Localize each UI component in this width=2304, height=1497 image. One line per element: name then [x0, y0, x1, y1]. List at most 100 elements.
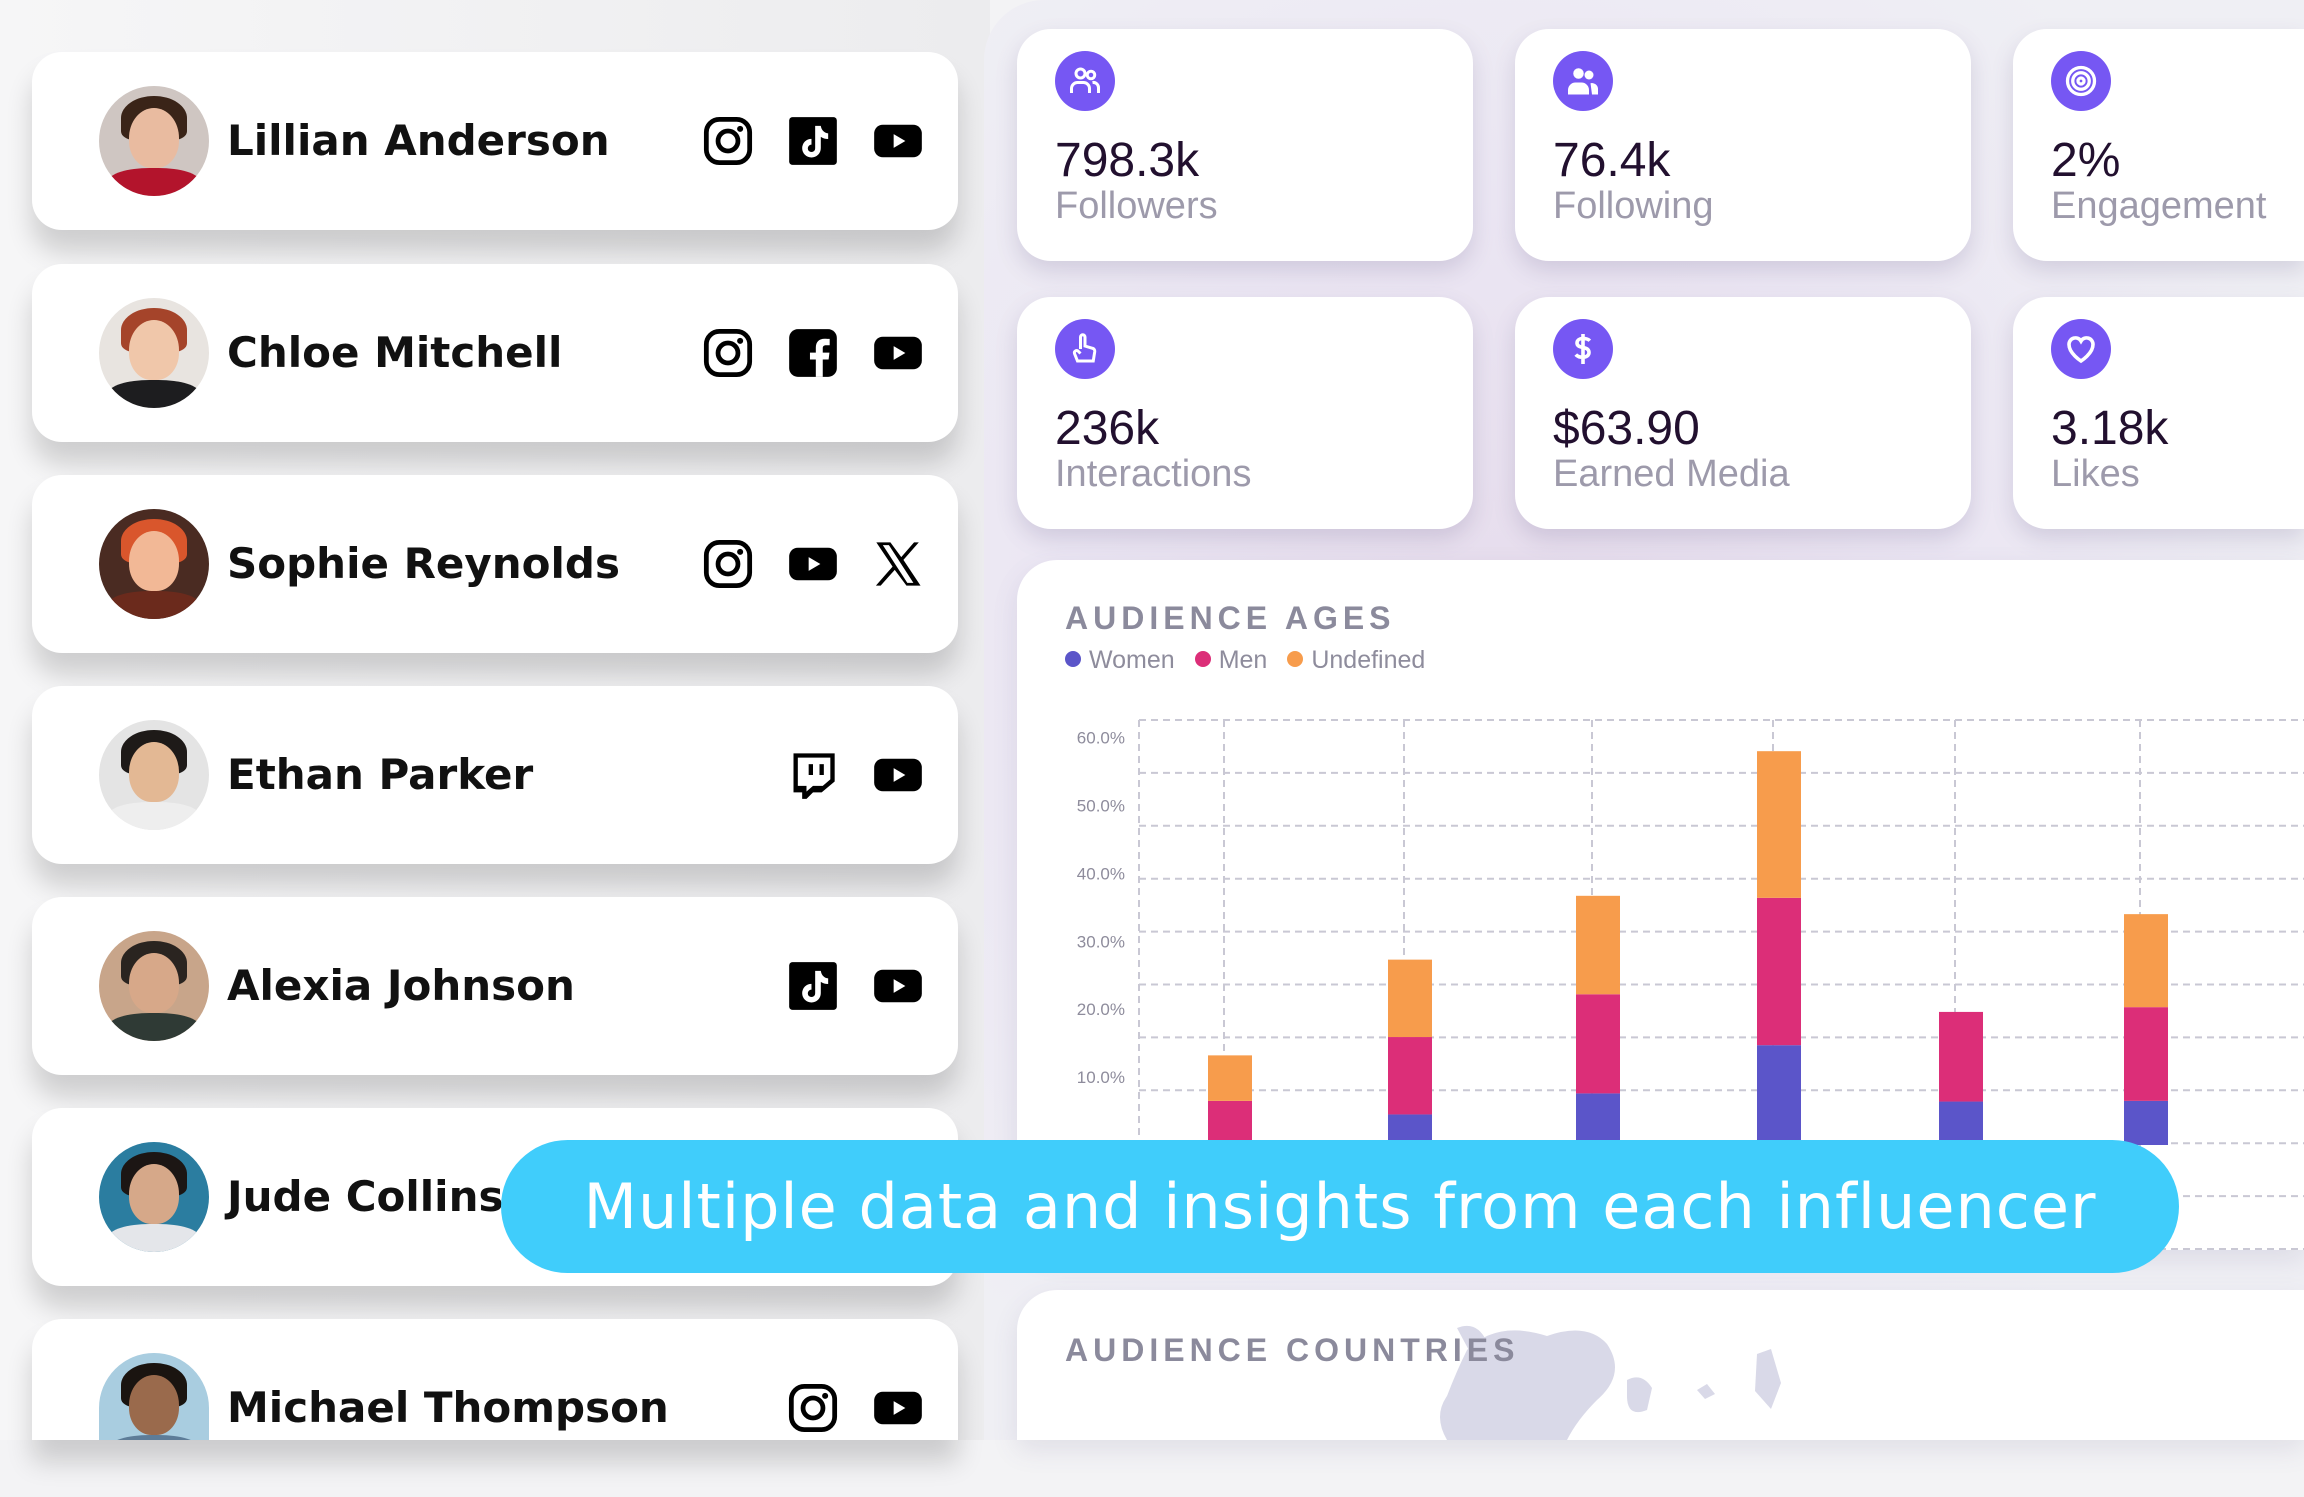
avatar [99, 1142, 209, 1252]
stat-label: Following [1553, 185, 1714, 227]
promo-banner: Multiple data and insights from each inf… [501, 1140, 2179, 1273]
influencer-card[interactable]: Alexia Johnson [32, 897, 958, 1075]
bar-segment-men [1757, 897, 1801, 1046]
legend-item: Men [1194, 646, 1268, 675]
youtube-icon[interactable] [872, 1382, 924, 1434]
influencer-card[interactable]: Chloe Mitchell [32, 264, 958, 442]
facebook-icon[interactable] [787, 327, 839, 379]
bar-segment-men [1388, 1037, 1432, 1115]
platform-icons [702, 115, 924, 167]
stat-card-followers: 798.3k Followers [1017, 29, 1473, 261]
bar-segment-undefined [1757, 751, 1801, 898]
youtube-icon[interactable] [872, 115, 924, 167]
bar-segment-women [1939, 1101, 1983, 1145]
tiktok-icon[interactable] [787, 115, 839, 167]
twitch-icon[interactable] [787, 749, 839, 801]
stat-label: Likes [2051, 453, 2140, 495]
x-icon[interactable] [872, 538, 924, 590]
stat-card-following: 76.4k Following [1515, 29, 1971, 261]
influencer-card[interactable]: Ethan Parker [32, 686, 958, 864]
influencer-card[interactable]: Sophie Reynolds [32, 475, 958, 653]
stat-label: Interactions [1055, 453, 1252, 495]
stat-card-interactions: 236k Interactions [1017, 297, 1473, 529]
bar-segment-men [1208, 1100, 1252, 1142]
chart-legend: Women Men Undefined [1065, 646, 1425, 675]
bar-segment-undefined [1388, 959, 1432, 1038]
y-tick-label: 40.0% [1077, 864, 1125, 883]
legend-label: Undefined [1311, 646, 1426, 674]
bar-segment-women [1388, 1114, 1432, 1145]
stat-value: $63.90 [1553, 402, 1700, 455]
stat-label: Earned Media [1553, 453, 1790, 495]
followers-icon [1055, 51, 1115, 111]
avatar [99, 298, 209, 408]
audience-ages-chart: 60.0% 50.0% 40.0% 30.0% 20.0% 10.0% [1077, 719, 2304, 1250]
influencer-card[interactable]: Michael Thompson [32, 1319, 958, 1440]
youtube-icon[interactable] [872, 960, 924, 1012]
stat-value: 76.4k [1553, 134, 1671, 187]
legend-item: Undefined [1287, 646, 1425, 675]
bar-segment-women [2124, 1100, 2168, 1145]
platform-icons [702, 538, 924, 590]
stat-card-likes: 3.18k Likes [2013, 297, 2304, 529]
influencer-name: Michael Thompson [227, 1383, 669, 1432]
youtube-icon[interactable] [872, 749, 924, 801]
instagram-icon[interactable] [702, 115, 754, 167]
influencer-name: Lillian Anderson [227, 116, 610, 165]
world-map [1440, 1325, 1781, 1440]
audience-ages-card: 60.0% 50.0% 40.0% 30.0% 20.0% 10.0% AUDIENCE … [1017, 560, 2304, 1250]
bar-segment-men [1939, 1011, 1983, 1102]
y-tick-label: 30.0% [1077, 932, 1125, 951]
avatar [99, 931, 209, 1041]
legend-swatch [1194, 651, 1211, 668]
y-tick-label: 60.0% [1077, 729, 1125, 748]
stat-card-earned-media: $63.90 Earned Media [1515, 297, 1971, 529]
stat-value: 798.3k [1055, 134, 1200, 187]
pointer-hand-icon [1055, 319, 1115, 379]
dollar-icon [1553, 319, 1613, 379]
y-tick-label: 50.0% [1077, 797, 1125, 816]
stat-value: 2% [2051, 134, 2121, 187]
bar-segment-men [2124, 1007, 2168, 1101]
bar-segment-undefined [1576, 895, 1620, 995]
stat-card-engagement: 2% Engagement [2013, 29, 2304, 261]
stat-value: 3.18k [2051, 402, 2169, 455]
tiktok-icon[interactable] [787, 960, 839, 1012]
influencer-name: Ethan Parker [227, 750, 534, 799]
target-icon [2051, 51, 2111, 111]
influencer-name: Jude Collins [227, 1172, 504, 1221]
platform-icons [787, 749, 924, 801]
platform-icons [702, 327, 924, 379]
instagram-icon[interactable] [787, 1382, 839, 1434]
avatar [99, 86, 209, 196]
bar-segment-undefined [1208, 1055, 1252, 1101]
avatar [99, 720, 209, 830]
legend-label: Women [1089, 646, 1175, 674]
influencer-name: Alexia Johnson [227, 961, 575, 1010]
audience-countries-title: AUDIENCE COUNTRIES [1065, 1332, 1520, 1368]
platform-icons [787, 960, 924, 1012]
bar-segment-women [1576, 1093, 1620, 1145]
bar-segment-undefined [2124, 914, 2168, 1008]
y-tick-label: 10.0% [1077, 1068, 1125, 1087]
legend-label: Men [1218, 646, 1268, 674]
influencer-name: Sophie Reynolds [227, 539, 620, 588]
avatar [99, 1353, 209, 1440]
influencer-card[interactable]: Lillian Anderson [32, 52, 958, 230]
legend-swatch [1065, 651, 1081, 668]
legend-swatch [1287, 651, 1304, 668]
influencer-name: Chloe Mitchell [227, 328, 563, 377]
following-icon [1553, 51, 1613, 111]
instagram-icon[interactable] [702, 327, 754, 379]
instagram-icon[interactable] [702, 538, 754, 590]
bar-segment-men [1576, 994, 1620, 1094]
bar-segment-women [1757, 1045, 1801, 1145]
youtube-icon[interactable] [787, 538, 839, 590]
youtube-icon[interactable] [872, 327, 924, 379]
legend-item: Women [1065, 646, 1175, 675]
stat-label: Engagement [2051, 185, 2267, 227]
stat-value: 236k [1055, 402, 1160, 455]
platform-icons [787, 1382, 924, 1434]
stat-label: Followers [1055, 185, 1218, 227]
y-tick-label: 20.0% [1077, 1000, 1125, 1019]
